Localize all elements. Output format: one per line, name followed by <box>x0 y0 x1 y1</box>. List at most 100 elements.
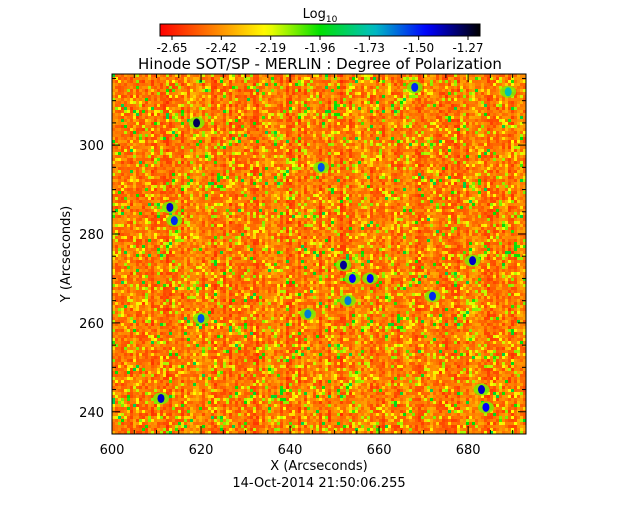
heatmap-cell <box>517 176 521 180</box>
heatmap-cell <box>220 152 224 156</box>
heatmap-cell <box>244 122 248 126</box>
heatmap-cell <box>442 122 446 126</box>
heatmap-cell <box>238 116 242 120</box>
heatmap-cell <box>463 164 467 168</box>
heatmap-cell <box>307 158 311 162</box>
heatmap-cell <box>163 89 167 93</box>
heatmap-cell <box>373 146 377 150</box>
heatmap-cell <box>430 89 434 93</box>
heatmap-cell <box>274 119 278 123</box>
heatmap-cell <box>502 110 506 114</box>
heatmap-cell <box>301 146 305 150</box>
heatmap-cell <box>223 167 227 171</box>
heatmap-cell <box>403 83 407 87</box>
heatmap-cell <box>451 173 455 177</box>
heatmap-cell <box>271 101 275 105</box>
heatmap-cell <box>469 107 473 111</box>
heatmap-cell <box>433 107 437 111</box>
heatmap-cell <box>115 134 119 138</box>
heatmap-cell <box>463 161 467 165</box>
heatmap-cell <box>310 173 314 177</box>
heatmap-cell <box>499 107 503 111</box>
heatmap-cell <box>280 164 284 168</box>
heatmap-cell <box>268 125 272 129</box>
heatmap-cell <box>226 74 230 78</box>
heatmap-cell <box>130 170 134 174</box>
heatmap-cell <box>355 104 359 108</box>
heatmap-cell <box>415 116 419 120</box>
heatmap-cell <box>478 119 482 123</box>
heatmap-cell <box>367 74 371 78</box>
heatmap-cell <box>193 146 197 150</box>
heatmap-cell <box>379 101 383 105</box>
heatmap-cell <box>268 146 272 150</box>
heatmap-cell <box>499 83 503 87</box>
heatmap-cell <box>163 101 167 105</box>
heatmap-cell <box>148 164 152 168</box>
heatmap-cell <box>463 119 467 123</box>
heatmap-cell <box>214 110 218 114</box>
heatmap-cell <box>142 80 146 84</box>
heatmap-cell <box>466 128 470 132</box>
heatmap-cell <box>406 137 410 141</box>
heatmap-cell <box>301 122 305 126</box>
heatmap-cell <box>424 89 428 93</box>
heatmap-cell <box>223 113 227 117</box>
heatmap-cell <box>472 164 476 168</box>
heatmap-cell <box>199 140 203 144</box>
heatmap-cell <box>151 155 155 159</box>
heatmap-cell <box>295 86 299 90</box>
heatmap-cell <box>340 77 344 81</box>
heatmap-cell <box>388 173 392 177</box>
heatmap-cell <box>424 161 428 165</box>
heatmap-cell <box>412 77 416 81</box>
heatmap-cell <box>325 137 329 141</box>
heatmap-cell <box>244 110 248 114</box>
heatmap-cell <box>475 146 479 150</box>
heatmap-cell <box>115 170 119 174</box>
heatmap-cell <box>499 131 503 135</box>
heatmap-cell <box>127 89 131 93</box>
heatmap-cell <box>421 161 425 165</box>
heatmap-cell <box>235 176 239 180</box>
heatmap-cell <box>451 86 455 90</box>
heatmap-cell <box>382 125 386 129</box>
heatmap-cell <box>256 164 260 168</box>
heatmap-cell <box>169 119 173 123</box>
heatmap-cell <box>298 173 302 177</box>
heatmap-cell <box>238 110 242 114</box>
heatmap-cell <box>319 122 323 126</box>
heatmap-cell <box>334 125 338 129</box>
heatmap-cell <box>298 161 302 165</box>
heatmap-cell <box>343 173 347 177</box>
heatmap-cell <box>523 113 527 117</box>
heatmap-cell <box>223 137 227 141</box>
heatmap-cell <box>292 140 296 144</box>
heatmap-cell <box>142 158 146 162</box>
heatmap-cell <box>259 107 263 111</box>
heatmap-cell <box>355 80 359 84</box>
heatmap-cell <box>142 155 146 159</box>
heatmap-cell <box>331 83 335 87</box>
heatmap-cell <box>520 77 524 81</box>
colorbar-tick-label: -1.50 <box>403 41 434 55</box>
heatmap-cell <box>316 128 320 132</box>
heatmap-cell <box>370 86 374 90</box>
heatmap-cell <box>316 173 320 177</box>
heatmap-cell <box>112 119 116 123</box>
heatmap-cell <box>304 107 308 111</box>
heatmap-cell <box>466 137 470 141</box>
heatmap-cell <box>391 176 395 180</box>
heatmap-cell <box>403 179 407 183</box>
heatmap-cell <box>259 101 263 105</box>
heatmap-cell <box>241 104 245 108</box>
heatmap-cell <box>349 131 353 135</box>
heatmap-cell <box>232 131 236 135</box>
heatmap-cell <box>289 176 293 180</box>
heatmap-cell <box>256 95 260 99</box>
heatmap-cell <box>475 137 479 141</box>
heatmap-cell <box>184 116 188 120</box>
heatmap-cell <box>448 176 452 180</box>
heatmap-cell <box>136 116 140 120</box>
heatmap-cell <box>469 98 473 102</box>
